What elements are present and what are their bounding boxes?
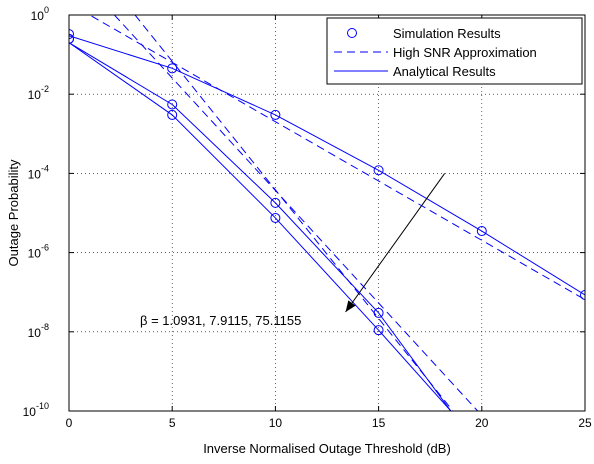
simulation-point: [270, 109, 281, 120]
y-tick-label: 10-6: [28, 243, 49, 261]
x-tick-label: 20: [475, 416, 489, 430]
legend-label-analytical: Analytical Results: [393, 64, 496, 79]
simulation-point: [373, 325, 384, 336]
y-axis-label: Outage Probability: [6, 159, 21, 266]
series-layer: [69, 15, 585, 411]
series-group: [69, 15, 585, 411]
x-tick-label: 10: [269, 416, 283, 430]
simulation-point: [167, 109, 178, 120]
beta-annotation: β = 1.0931, 7.9115, 75.1155: [140, 173, 446, 328]
legend-label-simulation: Simulation Results: [393, 26, 501, 41]
legend-box: [326, 17, 583, 85]
plot-frame: [68, 14, 586, 412]
approximation-line-3: [134, 15, 454, 411]
simulation-point: [580, 289, 585, 300]
x-axis-label: Inverse Normalised Outage Threshold (dB): [203, 441, 451, 456]
simulation-point: [167, 63, 178, 74]
analytical-line-1: [69, 35, 585, 296]
approximation-line-1: [88, 15, 585, 301]
annotation-arrow-head: [345, 300, 356, 312]
x-tick-label: 25: [578, 416, 592, 430]
analytical-line-2: [69, 42, 452, 411]
analytical-line-3: [69, 42, 452, 411]
simulation-point: [270, 212, 281, 223]
simulation-point: [270, 197, 281, 208]
approximation-line-2: [114, 15, 479, 411]
y-tick-label: 10-4: [28, 163, 49, 181]
simulation-point: [69, 29, 74, 40]
y-tick-label: 100: [31, 5, 49, 23]
legend: Simulation Results High SNR Approximatio…: [326, 17, 583, 85]
simulation-point: [476, 226, 487, 237]
annotation-arrow-line: [345, 173, 446, 313]
legend-marker-simulation: [347, 28, 357, 38]
simulation-point: [69, 33, 74, 44]
x-tick-label: 15: [372, 416, 386, 430]
y-tick-label: 10-10: [23, 401, 49, 419]
y-tick-label: 10-2: [28, 84, 49, 102]
beta-annotation-text: β = 1.0931, 7.9115, 75.1155: [140, 313, 301, 328]
simulation-point: [373, 165, 384, 176]
x-tick-label: 0: [66, 416, 73, 430]
simulation-point: [167, 99, 178, 110]
legend-label-approximation: High SNR Approximation: [393, 45, 537, 60]
y-tick-label: 10-8: [28, 322, 49, 340]
x-tick-label: 5: [169, 416, 176, 430]
